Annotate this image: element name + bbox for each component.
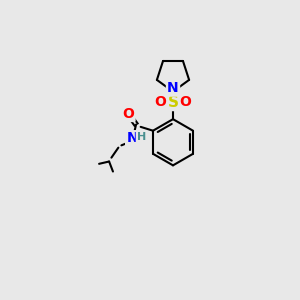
Text: N: N <box>126 131 138 146</box>
Text: O: O <box>179 95 191 109</box>
Text: H: H <box>137 132 146 142</box>
Text: O: O <box>155 95 167 109</box>
Text: S: S <box>167 95 178 110</box>
Text: O: O <box>122 107 134 121</box>
Text: N: N <box>167 81 179 95</box>
